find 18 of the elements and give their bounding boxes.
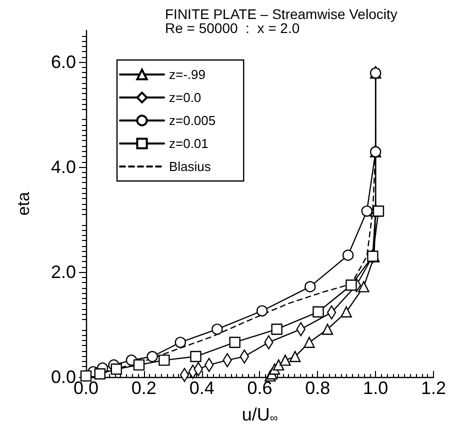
x-tick-label: 0.6: [247, 378, 272, 398]
y-axis-title: eta: [14, 191, 33, 216]
x-axis-title: u/U∞: [242, 404, 278, 424]
chart-title: FINITE PLATE – Streamwise Velocity: [165, 6, 398, 22]
legend-label: z=0.0: [169, 90, 202, 105]
x-tick-label: 0.4: [189, 378, 214, 398]
x-tick-label: 1.0: [363, 378, 388, 398]
legend-label: z=0.01: [169, 136, 208, 151]
legend-label: z=0.005: [169, 113, 216, 128]
legend-label: z=-.99: [169, 67, 206, 82]
chart-subtitle: Re = 50000 : x = 2.0: [165, 20, 300, 36]
x-tick-label: 0.2: [131, 378, 156, 398]
legend-label: Blasius: [169, 159, 212, 174]
x-tick-label: 1.2: [420, 378, 446, 398]
y-tick-label: 2.0: [50, 262, 76, 282]
y-tick-label: 6.0: [50, 52, 76, 72]
y-tick-label: 4.0: [50, 157, 76, 177]
x-tick-label: 0.8: [305, 378, 330, 398]
